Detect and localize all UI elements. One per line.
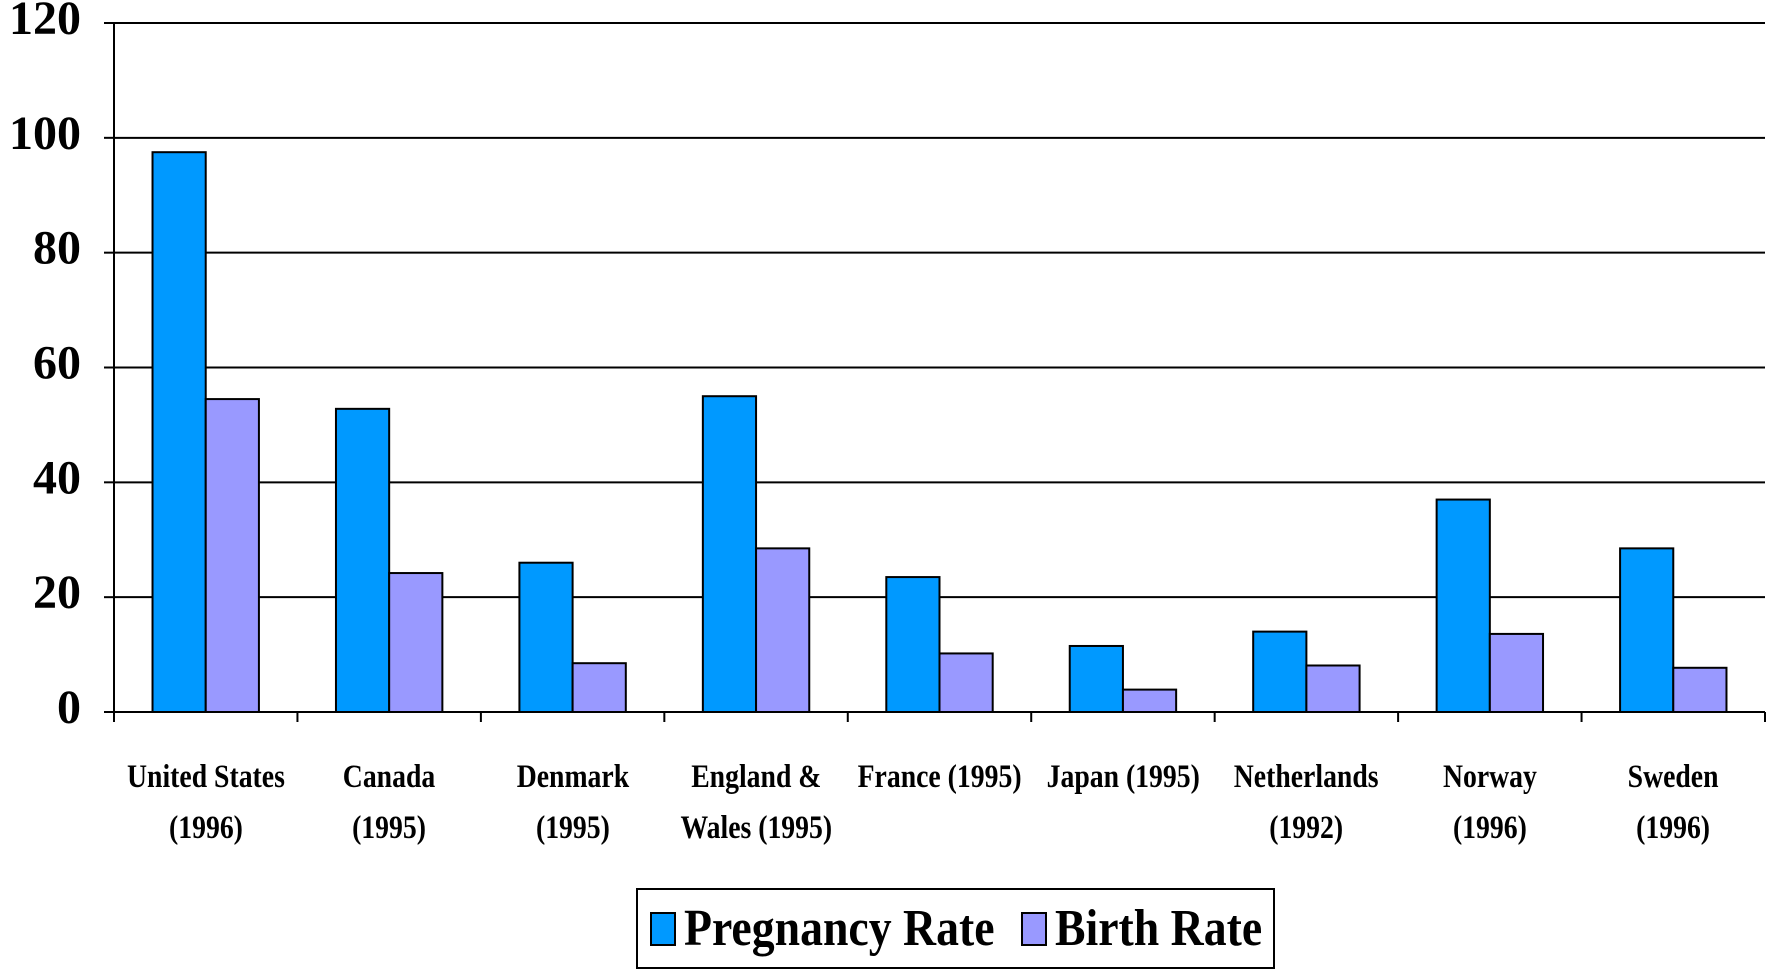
bar xyxy=(204,398,260,713)
bar xyxy=(571,662,627,714)
bar xyxy=(755,547,811,713)
x-tick-label-box: France (1995) xyxy=(828,752,1051,803)
bar xyxy=(885,576,941,714)
bar xyxy=(334,407,391,713)
legend-swatch xyxy=(1021,911,1048,946)
x-tick-label: Japan (1995) xyxy=(1046,759,1200,795)
x-tick-label-box: Norway (1996) xyxy=(1378,752,1601,854)
legend-swatch xyxy=(650,911,677,946)
y-tick-label: 80 xyxy=(33,222,81,275)
x-tick-label: Denmark (1995) xyxy=(516,759,629,846)
x-tick-label-box: England & Wales (1995) xyxy=(644,752,867,854)
legend-label: Pregnancy Rate xyxy=(684,900,995,957)
legend-label: Birth Rate xyxy=(1055,900,1263,957)
y-tick-label: 120 xyxy=(9,0,81,45)
x-tick-label: Canada (1995) xyxy=(342,759,436,846)
x-tick-label: Sweden (1996) xyxy=(1627,759,1719,846)
x-tick-label-box: Canada (1995) xyxy=(277,752,500,854)
bar xyxy=(1435,498,1491,713)
x-tick-label-box: United States (1996) xyxy=(94,752,317,854)
y-tick-label: 0 xyxy=(57,681,81,734)
bar xyxy=(1252,630,1308,713)
bar xyxy=(1068,644,1124,713)
bar xyxy=(1488,632,1545,713)
bar xyxy=(388,572,444,714)
x-tick-label: Norway (1996) xyxy=(1442,759,1537,846)
legend: Pregnancy Rate Birth Rate xyxy=(636,888,1275,969)
legend-item: Pregnancy Rate xyxy=(650,899,1007,958)
y-tick-label: 20 xyxy=(33,566,81,619)
legend-item: Birth Rate xyxy=(1021,899,1263,958)
bar xyxy=(1619,547,1675,713)
x-tick-label: Netherlands (1992) xyxy=(1233,759,1379,846)
y-tick-label: 100 xyxy=(9,107,81,160)
bar xyxy=(938,652,994,713)
bar xyxy=(1672,666,1728,714)
y-tick-label: 60 xyxy=(33,337,81,390)
x-tick-label: England & Wales (1995) xyxy=(680,759,832,846)
x-tick-label: United States (1996) xyxy=(126,759,285,846)
x-tick-label-box: Netherlands (1992) xyxy=(1195,752,1418,854)
bar xyxy=(1121,688,1178,713)
x-tick-label-box: Denmark (1995) xyxy=(461,752,684,854)
x-tick-label: France (1995) xyxy=(857,759,1022,795)
bar xyxy=(151,151,207,713)
bar xyxy=(1305,664,1361,713)
y-tick-label: 40 xyxy=(33,451,81,504)
bar xyxy=(701,395,758,713)
x-tick-label-box: Sweden (1996) xyxy=(1562,752,1770,854)
x-tick-label-box: Japan (1995) xyxy=(1011,752,1234,803)
bar xyxy=(518,561,574,714)
